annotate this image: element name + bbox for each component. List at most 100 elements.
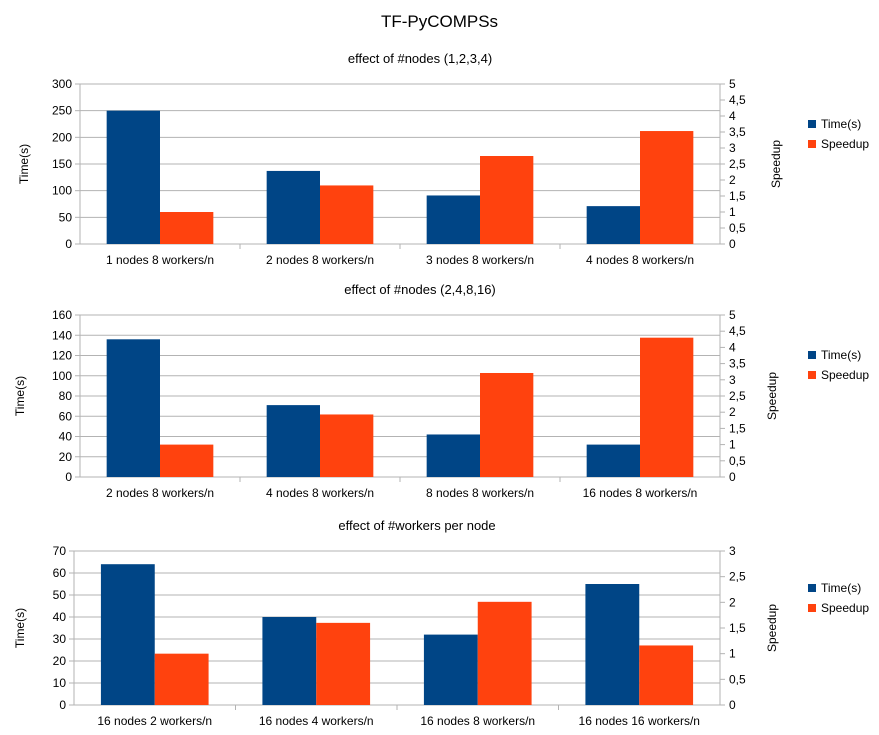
y2-tick-label: 2 bbox=[729, 173, 736, 187]
y2-tick-label: 5 bbox=[729, 308, 736, 322]
legend-swatch-time bbox=[808, 120, 816, 128]
y2-tick-label: 0 bbox=[729, 698, 736, 712]
x-tick-label: 16 nodes 8 workers/n bbox=[420, 714, 535, 728]
figure-title: TF-PyCOMPSs bbox=[380, 12, 499, 31]
bar-speedup bbox=[480, 372, 534, 477]
y-tick-label: 20 bbox=[53, 654, 67, 668]
y-tick-label: 20 bbox=[59, 450, 73, 464]
chart-3: effect of #workers per node0102030405060… bbox=[13, 518, 869, 728]
y-tick-label: 140 bbox=[52, 328, 72, 342]
bar-time bbox=[266, 170, 320, 244]
y2-tick-label: 2,5 bbox=[729, 570, 746, 584]
bar-time bbox=[106, 339, 160, 477]
legend-label: Speedup bbox=[821, 137, 869, 151]
legend-swatch-speedup bbox=[808, 371, 816, 379]
y2-tick-label: 2 bbox=[729, 405, 736, 419]
y-tick-label: 120 bbox=[52, 349, 72, 363]
bar-time bbox=[262, 617, 317, 705]
x-tick-label: 16 nodes 8 workers/n bbox=[583, 486, 698, 500]
legend-swatch-time bbox=[808, 584, 816, 592]
legend-label: Time(s) bbox=[821, 348, 861, 362]
y-axis-label: Time(s) bbox=[17, 144, 31, 184]
bar-speedup bbox=[477, 601, 532, 705]
y-tick-label: 250 bbox=[52, 104, 72, 118]
y2-tick-label: 3 bbox=[729, 141, 736, 155]
legend-swatch-speedup bbox=[808, 604, 816, 612]
y2-tick-label: 1 bbox=[729, 647, 736, 661]
y-tick-label: 60 bbox=[59, 409, 73, 423]
y2-tick-label: 4 bbox=[729, 340, 736, 354]
bar-time bbox=[426, 195, 480, 244]
bar-time bbox=[266, 405, 320, 477]
y2-tick-label: 1 bbox=[729, 438, 736, 452]
y2-tick-label: 1,5 bbox=[729, 189, 746, 203]
y-tick-label: 100 bbox=[52, 184, 72, 198]
bar-speedup bbox=[320, 414, 374, 477]
y2-axis-label: Speedup bbox=[765, 604, 779, 652]
y2-tick-label: 3,5 bbox=[729, 357, 746, 371]
bar-speedup bbox=[640, 131, 694, 244]
bar-speedup bbox=[316, 622, 371, 705]
y-tick-label: 30 bbox=[53, 632, 67, 646]
x-tick-label: 1 nodes 8 workers/n bbox=[106, 253, 214, 267]
x-tick-label: 16 nodes 4 workers/n bbox=[259, 714, 374, 728]
y-tick-label: 10 bbox=[53, 676, 67, 690]
y2-tick-label: 0 bbox=[729, 470, 736, 484]
legend-label: Speedup bbox=[821, 368, 869, 382]
y-tick-label: 60 bbox=[53, 566, 67, 580]
y-tick-label: 300 bbox=[52, 77, 72, 91]
bar-speedup bbox=[320, 185, 374, 244]
y2-tick-label: 1 bbox=[729, 205, 736, 219]
y2-tick-label: 5 bbox=[729, 77, 736, 91]
y2-tick-label: 2 bbox=[729, 595, 736, 609]
bar-speedup bbox=[160, 212, 214, 244]
y2-tick-label: 4 bbox=[729, 109, 736, 123]
bar-time bbox=[586, 206, 640, 244]
legend-label: Speedup bbox=[821, 601, 869, 615]
y-tick-label: 0 bbox=[59, 698, 66, 712]
x-tick-label: 4 nodes 8 workers/n bbox=[266, 486, 374, 500]
y-tick-label: 0 bbox=[65, 237, 72, 251]
legend-swatch-speedup bbox=[808, 140, 816, 148]
chart-title: effect of #nodes (2,4,8,16) bbox=[344, 282, 496, 297]
bar-time bbox=[100, 564, 155, 705]
x-tick-label: 3 nodes 8 workers/n bbox=[426, 253, 534, 267]
y-tick-label: 0 bbox=[65, 470, 72, 484]
bar-speedup bbox=[640, 337, 694, 477]
y2-tick-label: 3 bbox=[729, 373, 736, 387]
y2-tick-label: 0 bbox=[729, 237, 736, 251]
y-tick-label: 80 bbox=[59, 389, 73, 403]
legend-label: Time(s) bbox=[821, 117, 861, 131]
y2-tick-label: 3 bbox=[729, 544, 736, 558]
bar-speedup bbox=[480, 156, 534, 244]
y-tick-label: 50 bbox=[59, 210, 73, 224]
y2-tick-label: 4,5 bbox=[729, 93, 746, 107]
x-tick-label: 16 nodes 16 workers/n bbox=[579, 714, 700, 728]
y2-tick-label: 1,5 bbox=[729, 421, 746, 435]
y2-tick-label: 4,5 bbox=[729, 324, 746, 338]
bar-speedup bbox=[639, 645, 694, 705]
bar-time bbox=[426, 434, 480, 477]
x-tick-label: 4 nodes 8 workers/n bbox=[586, 253, 694, 267]
y-tick-label: 50 bbox=[53, 588, 67, 602]
chart-2: effect of #nodes (2,4,8,16)0204060801001… bbox=[13, 282, 869, 500]
y-tick-label: 160 bbox=[52, 308, 72, 322]
y2-tick-label: 0,5 bbox=[729, 221, 746, 235]
y2-axis-label: Speedup bbox=[769, 140, 783, 188]
y-axis-label: Time(s) bbox=[13, 376, 27, 416]
y-tick-label: 150 bbox=[52, 157, 72, 171]
chart-title: effect of #workers per node bbox=[338, 518, 495, 533]
y2-tick-label: 2,5 bbox=[729, 389, 746, 403]
y2-axis-label: Speedup bbox=[765, 372, 779, 420]
x-tick-label: 2 nodes 8 workers/n bbox=[106, 486, 214, 500]
bar-time bbox=[585, 584, 640, 705]
y-tick-label: 100 bbox=[52, 369, 72, 383]
bar-speedup bbox=[154, 653, 209, 705]
y-tick-label: 70 bbox=[53, 544, 67, 558]
x-tick-label: 2 nodes 8 workers/n bbox=[266, 253, 374, 267]
chart-1: effect of #nodes (1,2,3,4)05010015020025… bbox=[17, 51, 869, 267]
bar-time bbox=[423, 634, 478, 705]
y-tick-label: 40 bbox=[53, 610, 67, 624]
